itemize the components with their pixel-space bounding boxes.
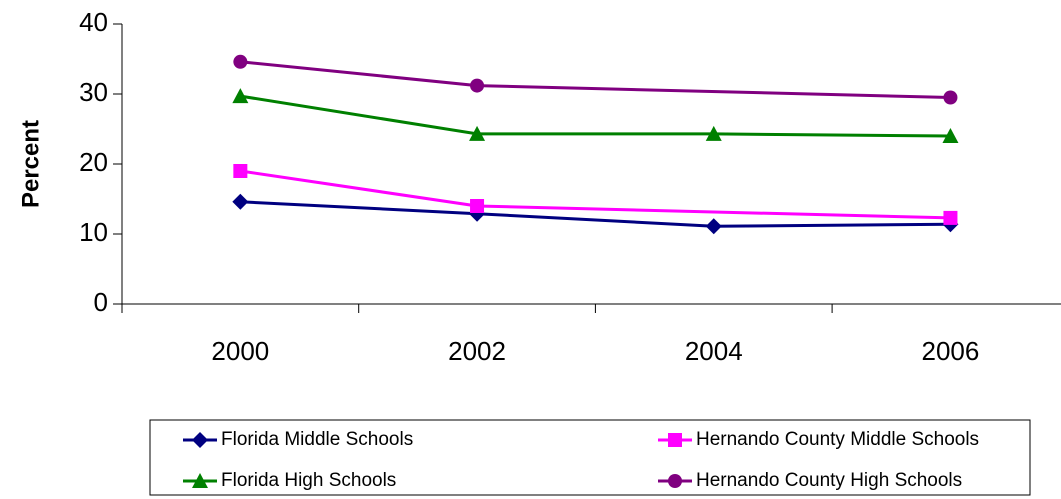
gap-connector — [477, 84, 951, 99]
marker — [668, 474, 682, 488]
marker — [192, 432, 208, 448]
y-tick-label: 40 — [79, 7, 108, 37]
x-tick-label: 2004 — [685, 336, 743, 366]
marker — [470, 199, 485, 213]
gap-connector — [477, 204, 951, 220]
y-axis-label: Percent — [17, 120, 44, 208]
y-tick-label: 20 — [79, 147, 108, 177]
marker — [668, 433, 682, 447]
x-tick-label: 2002 — [448, 336, 506, 366]
marker — [192, 473, 208, 488]
y-tick-label: 10 — [79, 217, 108, 247]
marker — [942, 128, 959, 143]
marker — [233, 164, 248, 178]
legend-box — [149, 419, 1031, 496]
marker — [705, 125, 722, 141]
x-tick-label: 2006 — [922, 336, 980, 366]
series-line — [240, 200, 951, 228]
marker — [705, 218, 722, 235]
legend-label: Florida High Schools — [221, 470, 396, 491]
marker — [232, 193, 249, 210]
marker — [943, 210, 958, 225]
series-line — [240, 169, 478, 208]
marker — [233, 54, 248, 69]
marker — [232, 88, 249, 104]
marker — [469, 125, 486, 141]
legend-label: Florida Middle Schools — [221, 429, 413, 450]
legend-label: Hernando County High Schools — [696, 470, 962, 491]
x-tick-label: 2000 — [211, 336, 269, 366]
series-line — [240, 60, 478, 88]
series-line — [240, 94, 951, 138]
marker — [943, 90, 958, 105]
legend-label: Hernando County Middle Schools — [696, 429, 979, 450]
y-tick-label: 0 — [94, 287, 108, 317]
y-tick-label: 30 — [79, 77, 108, 107]
marker — [470, 78, 485, 93]
